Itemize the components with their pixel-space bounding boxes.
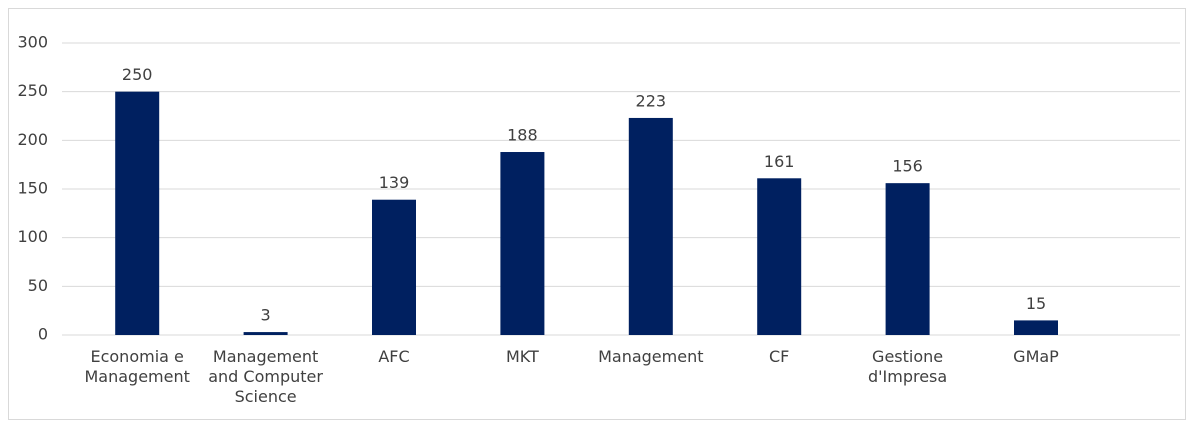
data-label: 3 [261, 306, 271, 325]
data-label: 223 [636, 91, 667, 110]
y-tick-label: 250 [17, 81, 48, 100]
bar [115, 91, 160, 336]
data-label: 250 [122, 65, 153, 84]
bar [757, 178, 802, 335]
bar [628, 117, 673, 336]
x-tick-label: Management [598, 347, 704, 366]
chart-border [8, 8, 1186, 420]
bar [500, 152, 545, 335]
x-tick-label: AFC [378, 347, 410, 366]
y-tick-label: 200 [17, 130, 48, 149]
bar [1014, 320, 1058, 335]
data-label: 161 [764, 152, 795, 171]
x-tick-label: Economia e Management [84, 347, 190, 386]
data-label: 139 [379, 173, 410, 192]
y-tick-label: 50 [28, 276, 48, 295]
y-tick-label: 150 [17, 179, 48, 198]
bar [243, 332, 288, 335]
data-label: 188 [507, 126, 538, 145]
data-label: 15 [1026, 294, 1046, 313]
bar [372, 199, 416, 335]
y-tick-label: 100 [17, 227, 48, 246]
x-tick-label: GMaP [1013, 347, 1059, 366]
x-tick-label: CF [769, 347, 790, 366]
x-tick-label: Gestione d'Impresa [867, 347, 948, 386]
data-label: 156 [892, 157, 923, 176]
y-tick-label: 300 [17, 33, 48, 52]
x-tick-label: Management and Computer Science [208, 347, 323, 406]
x-tick-label: MKT [505, 347, 539, 366]
y-tick-label: 0 [38, 325, 48, 344]
bar [885, 183, 930, 335]
